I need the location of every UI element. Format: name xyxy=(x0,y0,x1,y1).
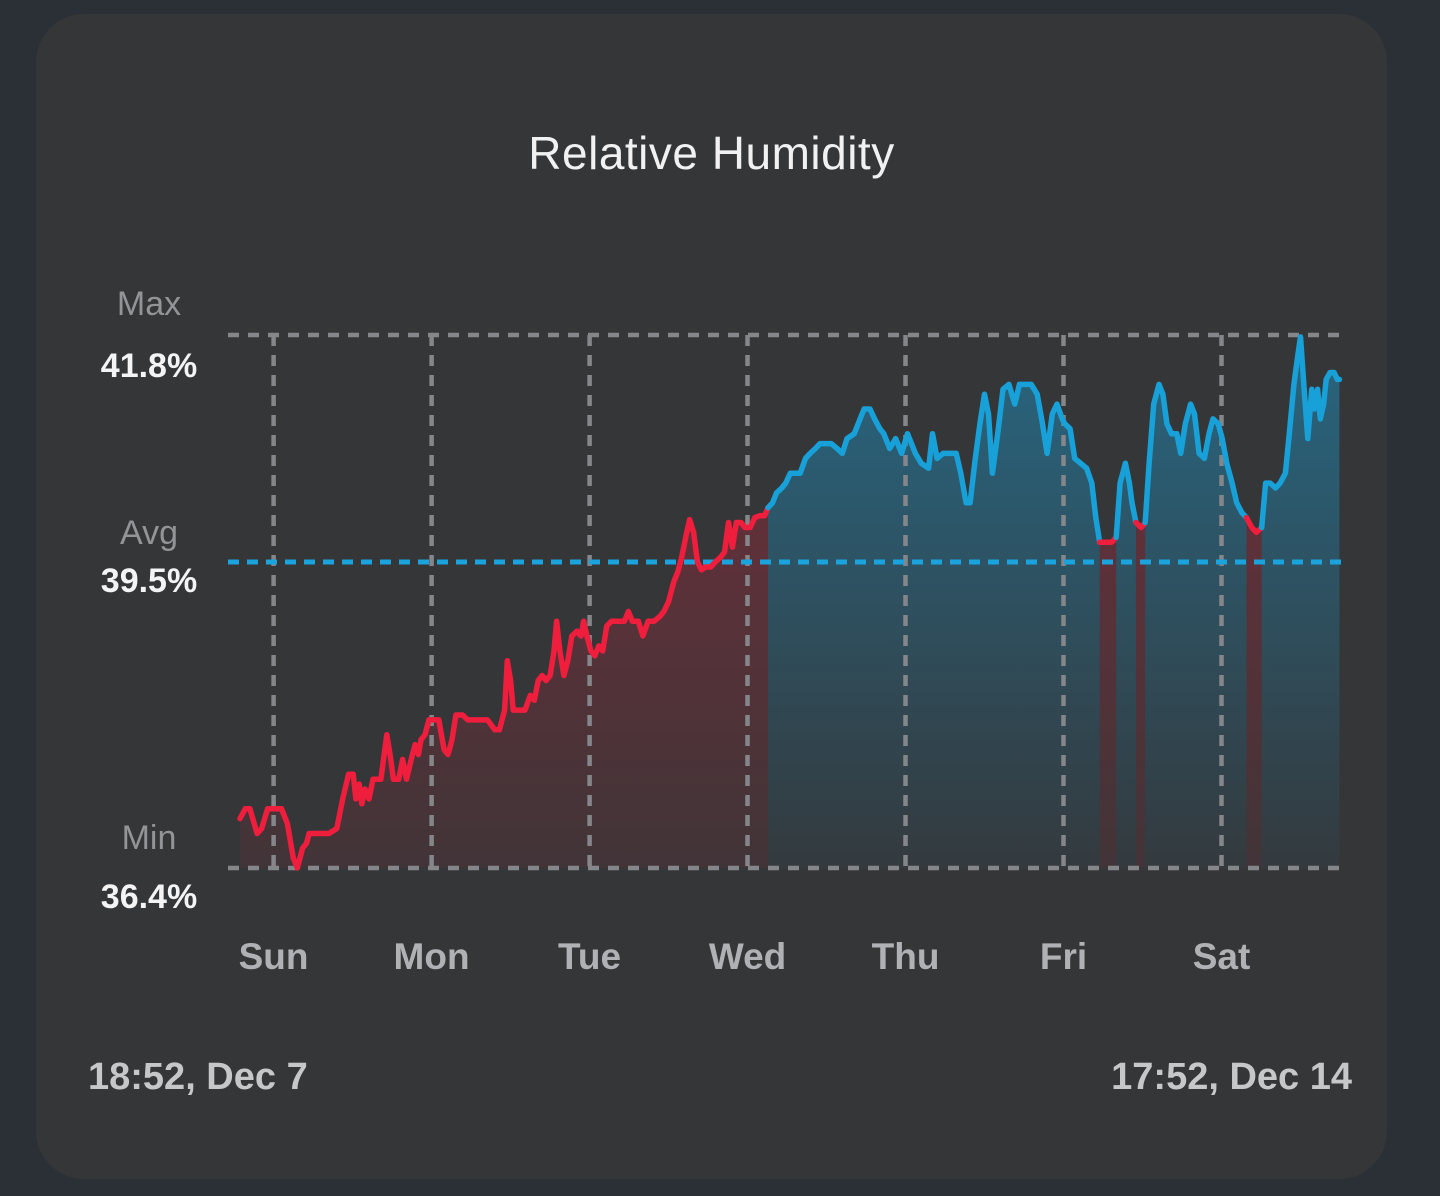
range-end-timestamp: 17:52, Dec 14 xyxy=(1111,1056,1352,1098)
y-marker-max-value: 41.8% xyxy=(100,347,198,385)
humidity-fill-teal xyxy=(768,384,1100,868)
humidity-fill-teal xyxy=(1145,384,1247,868)
x-axis-label-sun: Sun xyxy=(238,936,309,977)
y-marker-max-label: Max xyxy=(116,285,182,323)
y-marker-min-label: Min xyxy=(121,819,177,857)
humidity-fill-red xyxy=(1099,537,1117,868)
range-start-timestamp: 18:52, Dec 7 xyxy=(88,1056,308,1098)
chart-title: Relative Humidity xyxy=(528,127,895,179)
x-axis-label-mon: Mon xyxy=(393,936,470,977)
y-marker-min-value: 36.4% xyxy=(100,878,198,916)
humidity-fill-red xyxy=(240,507,768,868)
humidity-line-red xyxy=(237,504,771,871)
humidity-fill-teal xyxy=(1261,337,1340,868)
humidity-fill-red xyxy=(1135,522,1146,868)
humidity-line-red xyxy=(1096,534,1119,546)
y-marker-avg-label: Avg xyxy=(120,514,178,552)
humidity-line-blue xyxy=(765,381,1103,546)
humidity-line-blue xyxy=(1113,460,1139,541)
x-axis-label-thu: Thu xyxy=(871,936,940,977)
y-marker-avg-value: 39.5% xyxy=(100,562,198,600)
humidity-line-blue xyxy=(1142,381,1250,526)
x-axis-label-sat: Sat xyxy=(1192,936,1251,977)
x-axis-label-tue: Tue xyxy=(558,936,622,977)
humidity-line-red xyxy=(1243,514,1265,536)
humidity-fill-red xyxy=(1246,517,1262,868)
x-axis-label-fri: Fri xyxy=(1039,936,1088,977)
x-axis-label-wed: Wed xyxy=(708,936,787,977)
humidity-line-blue xyxy=(1258,334,1343,531)
